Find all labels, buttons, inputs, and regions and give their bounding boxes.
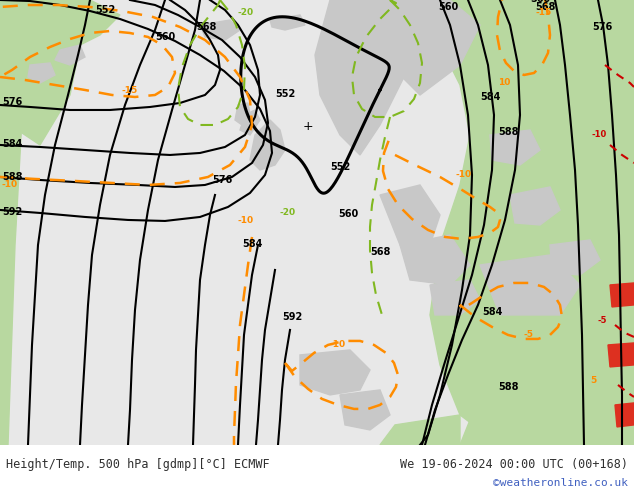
Text: ©weatheronline.co.uk: ©weatheronline.co.uk — [493, 478, 628, 488]
Polygon shape — [55, 45, 85, 65]
Text: 592: 592 — [282, 312, 302, 322]
Text: 588: 588 — [2, 172, 22, 182]
Polygon shape — [0, 95, 18, 445]
Text: -15: -15 — [122, 86, 138, 95]
Text: 552: 552 — [275, 89, 295, 99]
Text: 588: 588 — [498, 382, 519, 392]
Polygon shape — [380, 185, 440, 245]
Text: -5: -5 — [524, 330, 534, 339]
Text: -15: -15 — [536, 8, 552, 17]
Polygon shape — [380, 415, 460, 445]
Polygon shape — [240, 110, 260, 135]
Text: 588: 588 — [498, 127, 519, 137]
Polygon shape — [480, 255, 580, 315]
Text: 568: 568 — [535, 2, 555, 12]
Text: 560: 560 — [530, 0, 550, 4]
Polygon shape — [608, 343, 634, 367]
Polygon shape — [550, 240, 600, 275]
Text: 584: 584 — [482, 307, 502, 317]
Polygon shape — [0, 0, 35, 95]
Text: 552: 552 — [95, 5, 115, 15]
Polygon shape — [340, 390, 390, 430]
Polygon shape — [0, 0, 80, 145]
Polygon shape — [235, 103, 250, 125]
Polygon shape — [0, 0, 120, 55]
Polygon shape — [270, 15, 305, 30]
Polygon shape — [395, 0, 480, 95]
Polygon shape — [315, 0, 420, 155]
Polygon shape — [200, 20, 240, 40]
Text: 568: 568 — [370, 247, 391, 257]
Polygon shape — [0, 0, 50, 65]
Polygon shape — [510, 187, 560, 225]
Text: +: + — [302, 121, 313, 133]
Text: -5: -5 — [598, 316, 607, 325]
Text: -10: -10 — [592, 130, 607, 139]
Polygon shape — [0, 0, 70, 15]
Polygon shape — [250, 120, 285, 170]
Polygon shape — [460, 385, 634, 445]
Polygon shape — [0, 0, 25, 445]
Text: 576: 576 — [2, 97, 22, 107]
Text: 592: 592 — [2, 207, 22, 217]
Text: 5: 5 — [590, 376, 596, 385]
Polygon shape — [0, 0, 634, 445]
Text: 584: 584 — [242, 239, 262, 249]
Text: 552: 552 — [330, 162, 350, 172]
Text: 584: 584 — [480, 92, 500, 102]
Text: 576: 576 — [592, 22, 612, 32]
Text: 560: 560 — [155, 32, 175, 42]
Text: -10: -10 — [455, 170, 471, 179]
Text: -10: -10 — [237, 216, 253, 225]
Polygon shape — [420, 0, 634, 445]
Text: 10: 10 — [498, 78, 510, 87]
Text: 568: 568 — [196, 22, 216, 32]
Polygon shape — [490, 130, 540, 165]
Polygon shape — [400, 235, 470, 285]
Text: We 19-06-2024 00:00 UTC (00+168): We 19-06-2024 00:00 UTC (00+168) — [399, 458, 628, 470]
Polygon shape — [610, 283, 634, 307]
Polygon shape — [28, 63, 55, 83]
Polygon shape — [0, 0, 55, 55]
Polygon shape — [580, 0, 634, 245]
Text: 576: 576 — [212, 175, 232, 185]
Text: -10: -10 — [330, 340, 346, 349]
Text: -20: -20 — [238, 8, 254, 17]
Text: -10: -10 — [2, 180, 18, 189]
Polygon shape — [615, 403, 634, 427]
Text: Height/Temp. 500 hPa [gdmp][°C] ECMWF: Height/Temp. 500 hPa [gdmp][°C] ECMWF — [6, 458, 270, 470]
Text: -20: -20 — [280, 208, 296, 217]
Text: 560: 560 — [338, 209, 358, 219]
Polygon shape — [430, 280, 480, 315]
Polygon shape — [300, 350, 370, 395]
Text: 584: 584 — [2, 139, 22, 149]
Polygon shape — [500, 265, 634, 445]
Text: 560: 560 — [438, 2, 458, 12]
